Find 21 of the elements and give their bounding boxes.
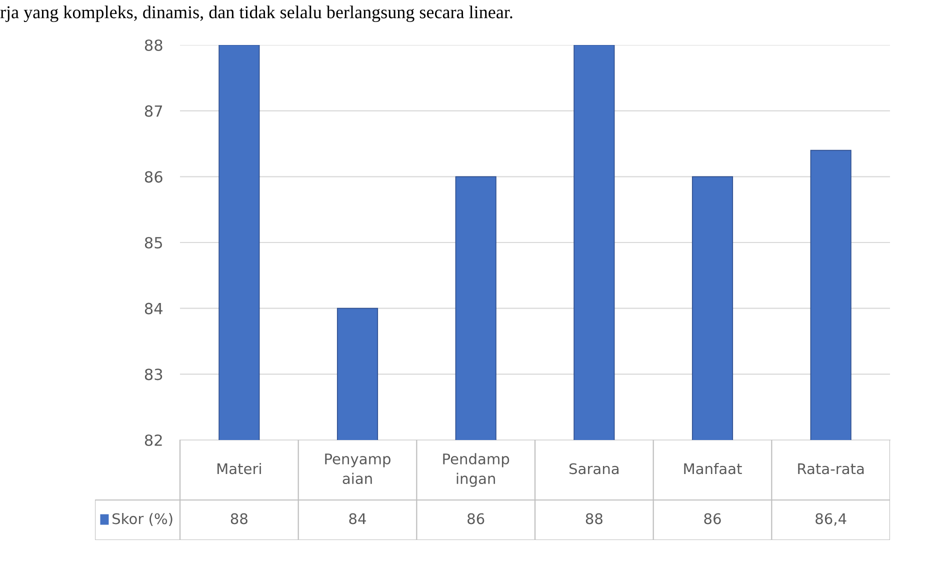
data-label: 88 (586, 513, 602, 524)
y-tick-label: 88 (144, 39, 162, 52)
y-tick-label: 82 (144, 434, 162, 446)
y-tick-label: 83 (144, 368, 162, 380)
data-label: 86 (468, 513, 484, 524)
legend-label: Skor (%) (112, 512, 172, 526)
x-tick-label: Pendampingan (443, 453, 510, 487)
x-tick-label: Rata-rata (798, 463, 864, 474)
x-tick-label: Materi (217, 462, 261, 474)
x-tick-label: Manfaat (684, 462, 742, 474)
data-label: 86,4 (816, 513, 846, 526)
data-label: 86 (704, 513, 721, 524)
y-tick-label: 84 (144, 302, 162, 314)
y-tick-label: 85 (144, 236, 162, 249)
data-label: 84 (349, 513, 366, 524)
y-tick-label: 87 (144, 105, 162, 117)
data-label: 88 (230, 513, 248, 524)
x-tick-label: Sarana (569, 463, 618, 474)
y-tick-label: 86 (144, 171, 162, 183)
text: rja yang kompleks, dinamis, dan tidak selalu berlangsung secara linear. (0, 6, 512, 22)
x-tick-label: Penyampaian (325, 454, 390, 484)
